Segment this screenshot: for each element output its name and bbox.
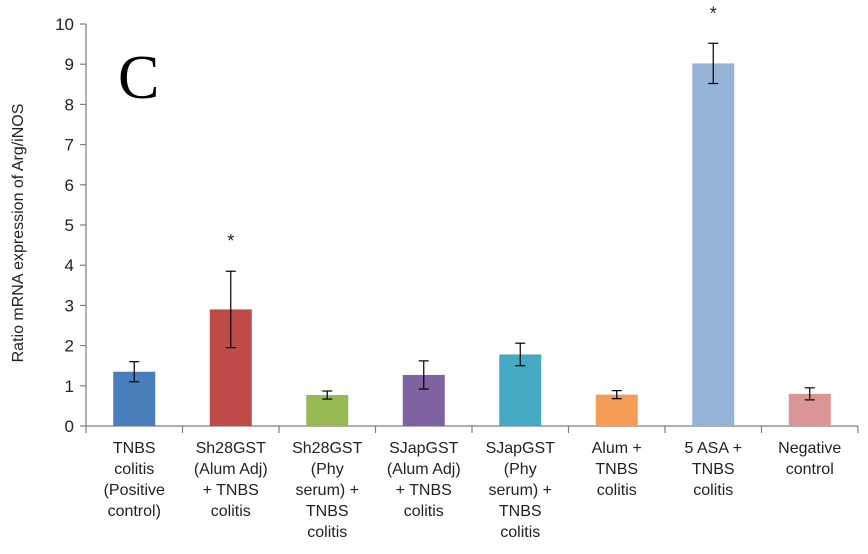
bar [306, 395, 349, 426]
x-tick-label: Negative control [778, 440, 841, 478]
y-tick-label: 1 [65, 377, 74, 396]
x-tick-label: Sh28GST (Phy serum) + TNBS colitis [292, 440, 362, 541]
significance-marker: * [710, 3, 717, 23]
y-axis-label: Ratio mRNA expression of Arg/iNOS [10, 104, 27, 363]
y-tick-label: 9 [65, 55, 74, 74]
y-axis-ticks: 0 1 2 3 4 5 6 7 8 9 10 [55, 15, 86, 436]
y-tick-label: 3 [65, 296, 74, 315]
bar [499, 354, 542, 426]
y-tick-label: 8 [65, 95, 74, 114]
x-tick-label: Alum + TNBS colitis [592, 440, 642, 499]
significance-markers: ** [227, 3, 717, 251]
x-axis-category-labels: TNBS colitis (Positive control) Sh28GST (Alum… [104, 440, 842, 541]
bar [692, 63, 735, 427]
y-tick-label: 10 [55, 15, 74, 34]
error-bars [129, 42, 815, 401]
x-tick-label: SJapGST (Alum Adj) + TNBS colitis [387, 440, 461, 520]
chart-axes [85, 24, 859, 433]
x-tick-label: TNBS colitis (Positive control) [104, 440, 165, 520]
significance-marker: * [227, 231, 234, 251]
y-tick-label: 6 [65, 176, 74, 195]
panel-label: C [118, 44, 159, 112]
x-tick-label: 5 ASA + TNBS colitis [685, 440, 742, 499]
x-tick-label: Sh28GST (Alum Adj) + TNBS colitis [194, 440, 268, 520]
bars [113, 63, 831, 427]
y-tick-label: 0 [65, 417, 74, 436]
y-tick-label: 4 [65, 256, 74, 275]
y-tick-label: 5 [65, 216, 74, 235]
y-tick-label: 2 [65, 337, 74, 356]
bar [595, 394, 638, 426]
x-tick-label: SJapGST (Phy serum) + TNBS colitis [486, 440, 556, 541]
y-tick-label: 7 [65, 136, 74, 155]
